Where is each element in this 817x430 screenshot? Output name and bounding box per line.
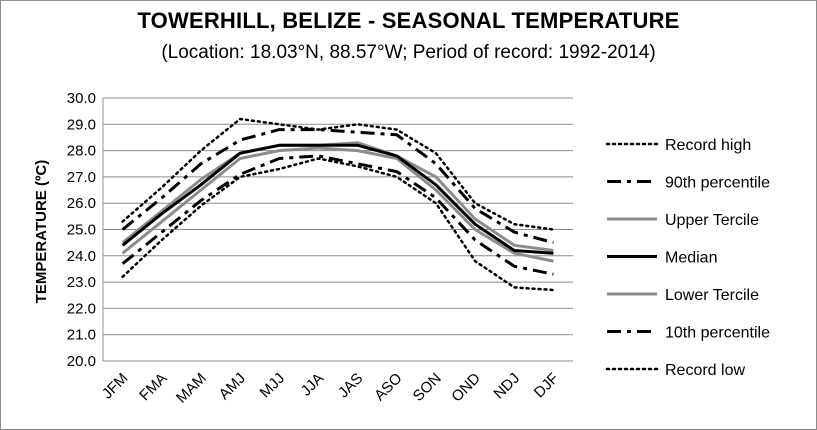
y-axis-title: TEMPERATURE (ºC): [33, 160, 50, 304]
series-line-record-high: [121, 117, 555, 231]
y-tick-label: 25.0: [67, 222, 96, 239]
series-line-lower-tercile: [121, 146, 554, 263]
legend-label: 90th percentile: [665, 175, 770, 192]
y-tick-label: 29.0: [67, 116, 96, 133]
y-tick-label: 27.0: [67, 169, 96, 186]
x-tick-label: JAS: [335, 370, 366, 401]
y-tick-label: 28.0: [67, 143, 96, 160]
series-line-90th-percentile: [121, 128, 554, 245]
legend-label: Record high: [665, 137, 751, 154]
series-line-median: [121, 143, 554, 255]
chart-subtitle: (Location: 18.03°N, 88.57°W; Period of r…: [161, 42, 656, 63]
x-tick-label: ASO: [371, 370, 405, 404]
series-line-10th-percentile: [121, 154, 554, 276]
x-tick-label: NDJ: [490, 370, 523, 403]
x-tick-label: FMA: [136, 370, 170, 404]
x-tick-label: MJJ: [257, 370, 288, 401]
x-tick-label: JJA: [298, 370, 328, 400]
x-tick-label: AMJ: [216, 370, 249, 403]
y-tick-label: 30.0: [67, 90, 96, 107]
legend-label: 10th percentile: [665, 325, 770, 342]
y-tick-label: 20.0: [67, 353, 96, 370]
x-tick-label: SON: [410, 370, 445, 405]
legend-label: Upper Tercile: [665, 212, 759, 229]
y-tick-label: 22.0: [67, 300, 96, 317]
y-tick-label: 26.0: [67, 195, 96, 212]
x-tick-label: DJF: [531, 370, 562, 401]
y-tick-label: 21.0: [67, 327, 96, 344]
legend-label: Record low: [665, 362, 745, 379]
y-tick-label: 24.0: [67, 248, 96, 265]
series-line-record-low: [121, 157, 555, 292]
chart-title: TOWERHILL, BELIZE - SEASONAL TEMPERATURE: [137, 8, 680, 33]
x-tick-label: JFM: [99, 370, 132, 403]
legend-label: Lower Tercile: [665, 287, 759, 304]
y-tick-label: 23.0: [67, 274, 96, 291]
x-tick-label: MAM: [173, 370, 210, 407]
x-tick-label: OND: [448, 370, 484, 406]
legend-label: Median: [665, 250, 717, 267]
